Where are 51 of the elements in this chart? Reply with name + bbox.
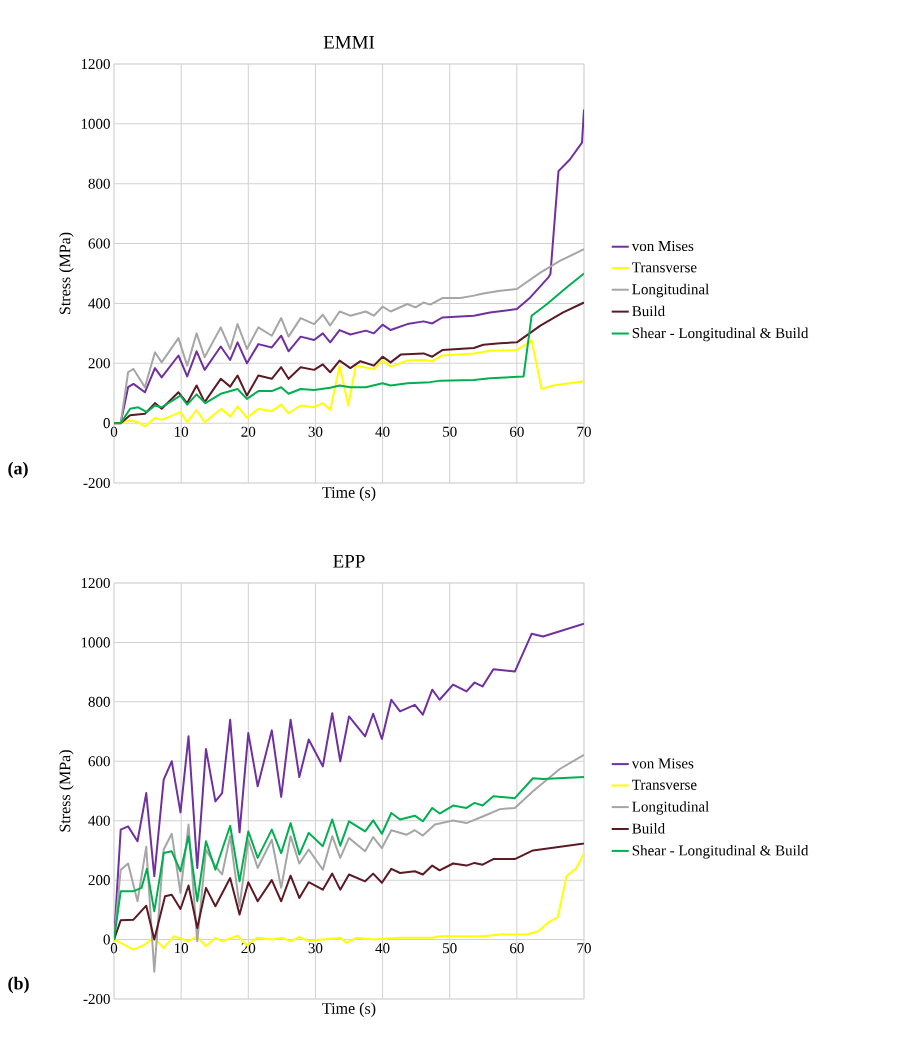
y-tick-label: 0 bbox=[103, 934, 110, 945]
x-tick-label: 70 bbox=[577, 943, 591, 954]
x-tick-label: 50 bbox=[443, 943, 457, 954]
chart-title: EMMI bbox=[323, 36, 375, 49]
x-tick-label: 10 bbox=[174, 426, 189, 437]
y-tick-label: 200 bbox=[88, 358, 110, 369]
legend-label: von Mises bbox=[631, 758, 694, 769]
legend-label: Shear - Longitudinal & Build bbox=[632, 327, 809, 342]
x-tick-label: 40 bbox=[375, 426, 390, 437]
x-tick-label: 50 bbox=[443, 426, 457, 437]
x-tick-label: 30 bbox=[308, 943, 323, 954]
text: (a) bbox=[8, 461, 28, 479]
y-tick-label: 1200 bbox=[81, 58, 110, 70]
legend-label: Longitudinal bbox=[632, 801, 709, 815]
y-tick-label: 0 bbox=[103, 418, 110, 429]
line-series bbox=[114, 776, 584, 941]
y-tick-label: 200 bbox=[88, 875, 110, 886]
x-tick-label: 0 bbox=[110, 943, 118, 954]
x-tick-label: 60 bbox=[510, 426, 524, 437]
x-tick-label: 10 bbox=[174, 943, 189, 954]
y-tick-label: 600 bbox=[88, 756, 110, 767]
x-tick-label: 20 bbox=[241, 426, 256, 437]
legend-label: Shear - Longitudinal & Build bbox=[632, 844, 809, 859]
y-axis-title: Stress (MPa) bbox=[59, 232, 74, 314]
x-tick-label: 70 bbox=[577, 426, 591, 437]
legend-label: Build bbox=[632, 823, 665, 834]
x-tick-label: 60 bbox=[510, 943, 524, 954]
y-axis-title: Stress (MPa) bbox=[59, 750, 74, 832]
y-tick-label: 800 bbox=[88, 696, 110, 707]
y-tick-label: 400 bbox=[88, 298, 110, 309]
y-tick-label: 600 bbox=[88, 238, 110, 249]
x-tick-label: 30 bbox=[308, 426, 323, 437]
y-tick-label: 1000 bbox=[81, 637, 110, 648]
line-series bbox=[114, 842, 584, 941]
x-axis-title: Time (s) bbox=[322, 1002, 376, 1018]
y-tick-label: -200 bbox=[83, 993, 110, 1005]
text: (b) bbox=[8, 976, 29, 994]
chart-title: EPP bbox=[333, 555, 365, 568]
legend-label: Longitudinal bbox=[632, 283, 709, 298]
x-tick-label: 0 bbox=[110, 426, 118, 437]
y-tick-label: 400 bbox=[88, 815, 110, 826]
legend-label: Transverse bbox=[632, 262, 697, 273]
y-tick-label: 1000 bbox=[81, 118, 110, 129]
legend-label: Build bbox=[632, 305, 665, 317]
legend-label: Transverse bbox=[632, 779, 697, 790]
x-axis-title: Time (s) bbox=[322, 486, 376, 502]
legend-label: von Mises bbox=[631, 241, 694, 252]
y-tick-label: -200 bbox=[83, 477, 110, 489]
x-tick-label: 40 bbox=[375, 943, 390, 954]
y-tick-label: 1200 bbox=[81, 577, 110, 589]
y-tick-label: 800 bbox=[88, 178, 110, 189]
